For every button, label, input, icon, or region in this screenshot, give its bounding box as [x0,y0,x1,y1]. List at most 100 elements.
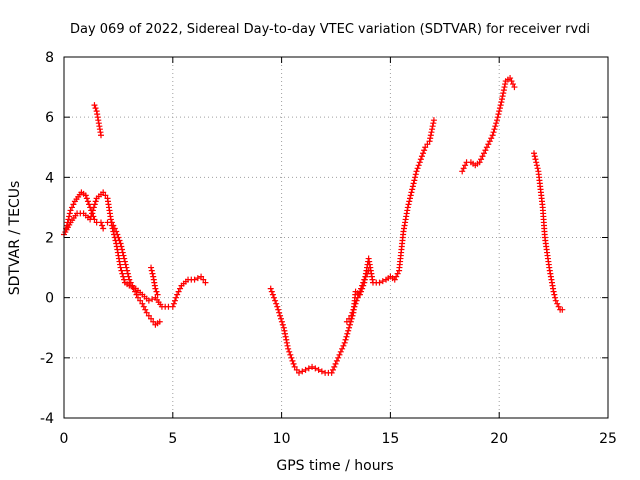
data-point [346,315,353,322]
data-point [140,303,147,310]
data-point [364,270,371,277]
axis-ticks: 0 5 10 15 20 25 -4 -2 0 2 4 6 8 [40,50,617,447]
data-point [412,174,419,181]
data-point [296,369,303,376]
y-tick-label: 4 [45,170,54,186]
data-point [507,75,514,82]
data-point [125,273,132,280]
data-point [145,297,152,304]
data-point [554,300,561,307]
data-point [90,213,97,220]
data-point [92,105,99,112]
data-point [502,81,509,88]
data-point [534,165,541,172]
data-point [129,282,136,289]
data-point [91,201,98,208]
data-point [427,135,434,142]
data-point [329,366,336,373]
data-point [87,204,94,211]
data-point [500,90,507,97]
data-point [100,189,107,196]
data-point [309,363,316,370]
data-point [89,210,96,217]
data-point [426,138,433,145]
data-point [92,198,99,205]
data-point [110,222,117,229]
data-point [115,234,122,241]
data-point [273,300,280,307]
data-point [476,159,483,166]
data-point [119,246,126,253]
data-point [339,345,346,352]
data-point [91,216,98,223]
data-point [407,192,414,199]
data-point [82,192,89,199]
data-point [509,81,516,88]
data-point [422,144,429,151]
series-seg-d [148,264,161,298]
data-point [124,267,131,274]
data-point [284,342,291,349]
data-point [479,153,486,160]
data-point [66,210,73,217]
data-point [460,165,467,172]
data-point [274,303,281,310]
data-point [150,318,157,325]
data-point [352,300,359,307]
data-point [194,275,201,282]
data-point [480,150,487,157]
data-point [428,129,435,136]
data-point [278,318,285,325]
data-point [345,327,352,334]
data-point [288,354,295,361]
chart-title: Day 069 of 2022, Sidereal Day-to-day VTE… [70,22,590,37]
data-point [331,363,338,370]
data-point [335,354,342,361]
y-tick-label: -4 [40,411,54,427]
data-point [483,144,490,151]
data-point [269,291,276,298]
data-point [414,165,421,172]
data-point [555,303,562,310]
y-tick-label: 6 [45,110,54,126]
data-point [358,285,365,292]
data-point [154,291,161,298]
data-point [88,207,95,214]
data-point [361,276,368,283]
data-point [353,297,360,304]
data-point [492,123,499,130]
series-seg-e [91,102,104,139]
data-point [283,339,290,346]
data-point [533,162,540,169]
data-point [119,249,126,256]
series-seg-c [104,219,163,328]
data-point [411,177,418,184]
data-point [429,126,436,133]
data-point [430,120,437,127]
data-point [148,267,155,274]
data-point [391,276,398,283]
data-point [281,327,288,334]
data-point [412,171,419,178]
y-axis-label: SDTVAR / TECUs [7,181,23,296]
x-tick-label: 10 [273,431,291,447]
data-point [134,294,141,301]
data-point [531,150,538,157]
data-point [491,126,498,133]
data-point [121,258,128,265]
data-point [148,315,155,322]
data-point [137,297,144,304]
y-tick-label: 2 [45,231,54,247]
data-point [122,261,129,268]
series-seg-a [61,189,209,310]
data-point [312,365,319,372]
data-point [118,243,125,250]
data-point [302,366,309,373]
data-point [84,198,91,205]
data-point [490,129,497,136]
series-seg-h [459,75,518,175]
data-point [148,264,155,271]
data-point [489,132,496,139]
data-point [286,348,293,355]
data-point [498,96,505,103]
